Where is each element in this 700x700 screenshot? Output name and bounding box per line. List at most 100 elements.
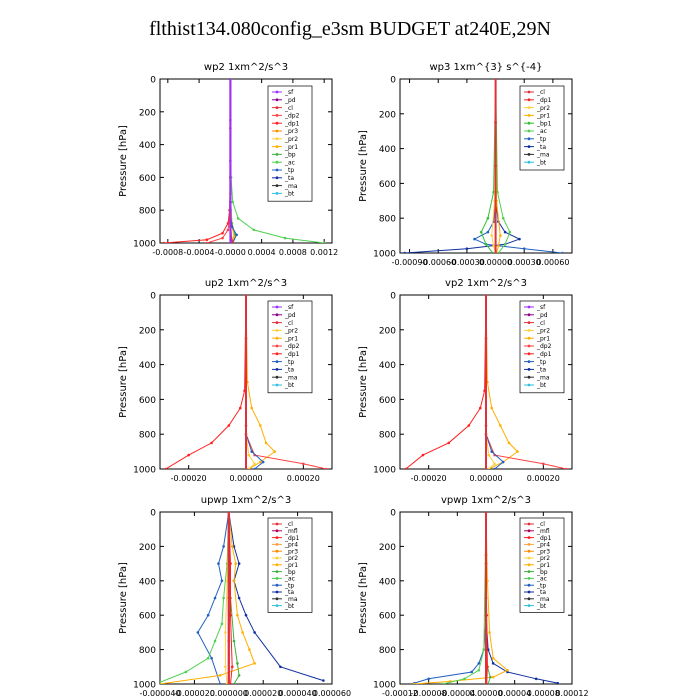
panel-title: vpwp 1xm^2/s^3 [441, 495, 531, 506]
y-tick-label: 800 [379, 646, 396, 656]
legend-marker-tp [275, 360, 279, 363]
legend-marker-pr2 [527, 556, 531, 560]
data-point-dp2 [205, 241, 209, 243]
legend-marker-ma [527, 375, 531, 379]
legend-marker-dp2 [275, 344, 279, 348]
data-point-tp [222, 545, 225, 548]
legend-label: _dp2 [284, 343, 300, 350]
data-point-pr2 [493, 462, 496, 466]
x-tick-label: 0.00020 [527, 474, 560, 483]
legend-label: _pr1 [536, 562, 550, 569]
legend-label: _pr1 [284, 144, 298, 151]
data-point-cl [244, 467, 248, 469]
data-point-ta [534, 677, 538, 681]
y-tick-label: 800 [139, 646, 156, 656]
y-axis-label: Pressure [hPa] [118, 346, 129, 418]
data-point-ac [503, 243, 507, 246]
data-point-dp1 [229, 562, 232, 565]
legend-label: _ac [284, 159, 295, 166]
legend-marker-pr1 [275, 145, 279, 149]
data-point-ac [184, 670, 188, 674]
data-point-pr1 [273, 450, 276, 453]
legend-marker-bp [527, 570, 531, 573]
data-point-dp1 [205, 238, 209, 242]
legend-label: _pr1 [536, 335, 550, 342]
legend-label: _tp [536, 136, 546, 143]
legend-marker-cl [275, 522, 279, 526]
chart-panel-0: wp2 1xm^2/s^3 Pressure [hPa] 0 200 400 600 800… [118, 62, 338, 257]
x-tick-label: 0.000060 [313, 689, 351, 698]
legend-marker-bt [527, 604, 531, 607]
data-point-pr2 [253, 462, 256, 466]
data-point-tp [561, 251, 564, 253]
data-point-cl [244, 337, 248, 340]
data-point-dp1 [229, 613, 232, 617]
legend-label: _cl [536, 521, 545, 528]
legend-marker-mfl [527, 529, 531, 533]
series-line-ac [495, 79, 511, 253]
data-point-bp [236, 662, 239, 665]
data-point-dp1 [162, 241, 166, 243]
legend-marker-pr1 [275, 563, 279, 567]
legend-marker-ta [275, 176, 279, 180]
y-axis-label: Pressure [hPa] [118, 125, 129, 197]
series-line-dp1 [405, 295, 487, 469]
legend-marker-bp1 [527, 121, 531, 125]
chart-panel-3: vp2 1xm^2/s^3 Pressure [hPa] 0 200 400 600 800… [358, 278, 573, 483]
data-point-cl [227, 682, 231, 684]
data-point-ta [244, 613, 248, 617]
data-point-sf [229, 118, 232, 122]
data-point-ac [252, 228, 256, 232]
y-tick-label: 1000 [133, 240, 156, 250]
legend-label: _ma [284, 374, 298, 381]
panel-title: vp2 1xm^2/s^3 [445, 278, 527, 289]
data-point-cl [227, 639, 231, 643]
y-axis-label: Pressure [hPa] [118, 562, 129, 634]
legend-label: _ta [536, 367, 546, 374]
legend-label: _pd [536, 312, 548, 319]
y-tick-label: 600 [379, 180, 396, 190]
series-line-pr1 [160, 512, 256, 684]
y-tick-label: 600 [139, 396, 156, 406]
x-tick-label: 0.00030 [508, 258, 541, 267]
y-tick-label: 400 [139, 577, 156, 587]
legend-marker-dp1 [527, 536, 531, 539]
data-point-sf [229, 241, 232, 243]
legend-marker-ma [275, 375, 279, 379]
x-tick-label: 0.00000 [469, 474, 502, 483]
legend-label: _pr4 [536, 542, 550, 549]
legend-marker-pd [527, 313, 531, 317]
legend-label: _ac [536, 128, 547, 135]
data-point-dp1 [187, 453, 190, 457]
legend-label: _cl [536, 89, 545, 96]
legend-label: _ac [284, 576, 295, 583]
data-point-ac [222, 596, 225, 600]
data-point-dp2 [302, 462, 305, 466]
data-point-tp [493, 467, 496, 469]
legend-label: _bp [284, 152, 296, 159]
data-point-cl [494, 164, 497, 168]
legend-marker-cl [527, 90, 531, 94]
x-tick-label: -0.00012 [382, 689, 418, 698]
y-tick-label: 400 [139, 361, 156, 371]
y-axis-label: Pressure [hPa] [358, 562, 369, 634]
legend-marker-bp [275, 570, 279, 573]
legend-label: _dp1 [284, 535, 300, 542]
data-point-ac [160, 680, 162, 684]
data-point-pr1 [413, 682, 416, 684]
legend-label: _ta [284, 589, 294, 596]
data-point-pr2 [487, 453, 491, 457]
x-tick-label: 0.00004 [498, 689, 531, 698]
legend-label: _tp [284, 582, 294, 589]
legend-label: _dp1 [536, 535, 552, 542]
data-point-pr1 [499, 234, 502, 237]
legend-label: _pr1 [284, 335, 298, 342]
legend-marker-ma [275, 597, 279, 601]
y-tick-label: 1000 [133, 681, 156, 691]
y-tick-label: 1000 [373, 250, 396, 260]
x-tick-label: -0.00020 [411, 474, 447, 483]
legend-marker-tp [527, 137, 531, 141]
data-point-cl [494, 79, 497, 81]
legend-marker-ac [275, 577, 279, 580]
legend-marker-pr3 [527, 549, 531, 553]
